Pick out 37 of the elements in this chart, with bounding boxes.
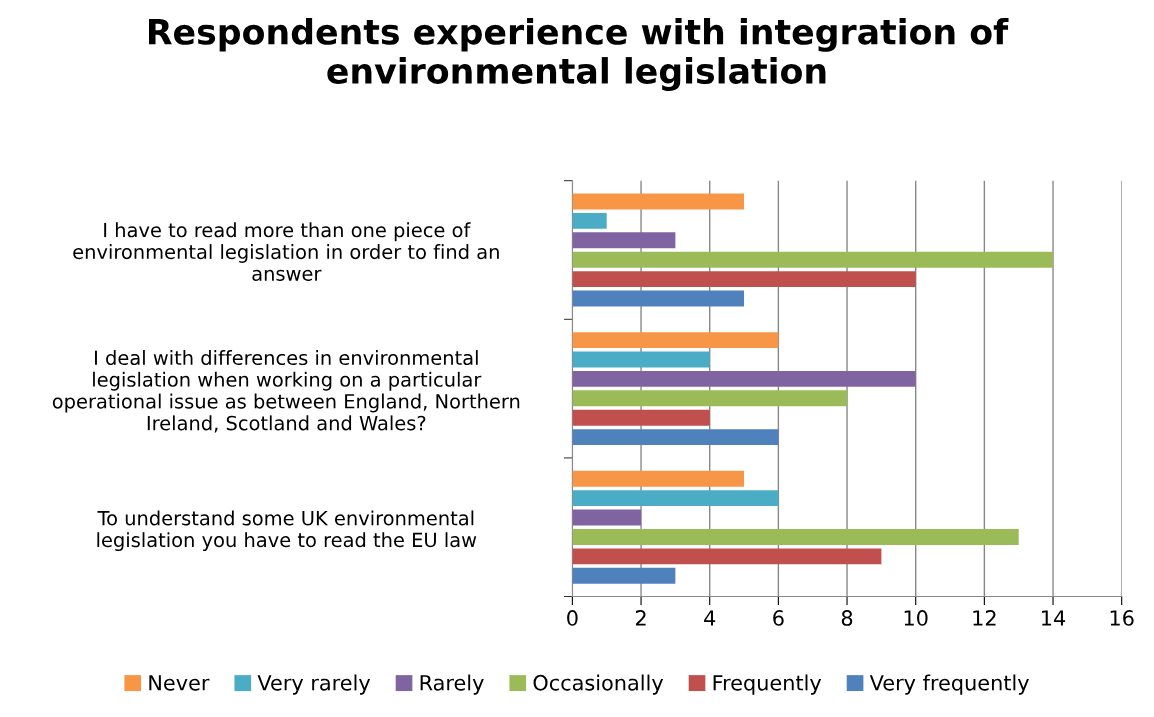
x-tick-label: 2: [635, 610, 646, 626]
x-tick-label: 6: [773, 610, 784, 626]
bar: [572, 548, 882, 565]
x-tick-label: 12: [973, 610, 996, 626]
bar: [572, 351, 710, 368]
bar: [572, 212, 607, 229]
bar: [572, 567, 676, 584]
bar: [572, 390, 848, 407]
x-tick-label: 0: [567, 610, 578, 626]
bar: [572, 470, 745, 487]
bar: [572, 332, 779, 349]
bar: [572, 271, 916, 288]
bar: [572, 232, 676, 249]
bar: [572, 509, 642, 526]
bar: [572, 251, 1054, 268]
legend-label: Never: [149, 675, 210, 691]
y-tick-label: I deal with differences in environmental legislation when working on a particular operational issue as between England, Northern Ireland, Scotland and Wales?: [52, 350, 520, 433]
x-tick-label: 14: [1042, 610, 1066, 626]
x-tick-label: 16: [1110, 610, 1134, 626]
bar: [572, 490, 779, 507]
y-tick-label: To understand some UK environmental legislation you have to read the EU law: [97, 510, 477, 552]
chart-title: Respondents experience with integration of environmental legislation: [148, 17, 1009, 91]
bar: [572, 528, 1019, 545]
x-tick-label: 10: [904, 610, 928, 626]
bar: [572, 290, 745, 307]
legend-label: Very frequently: [869, 674, 1029, 695]
legend-label: Very rarely: [257, 674, 371, 695]
x-tick-label: 4: [704, 610, 716, 626]
bar: [572, 429, 779, 446]
bar: [572, 409, 710, 426]
legend-label: Rarely: [420, 674, 484, 695]
legend-label: Frequently: [713, 674, 822, 695]
bar: [572, 370, 916, 387]
legend-label: Occasionally: [533, 674, 664, 695]
x-tick-label: 8: [841, 610, 853, 626]
bar: [572, 193, 745, 210]
y-tick-label: I have to read more than one piece of environmental legislation in order to find an answer: [73, 222, 499, 281]
